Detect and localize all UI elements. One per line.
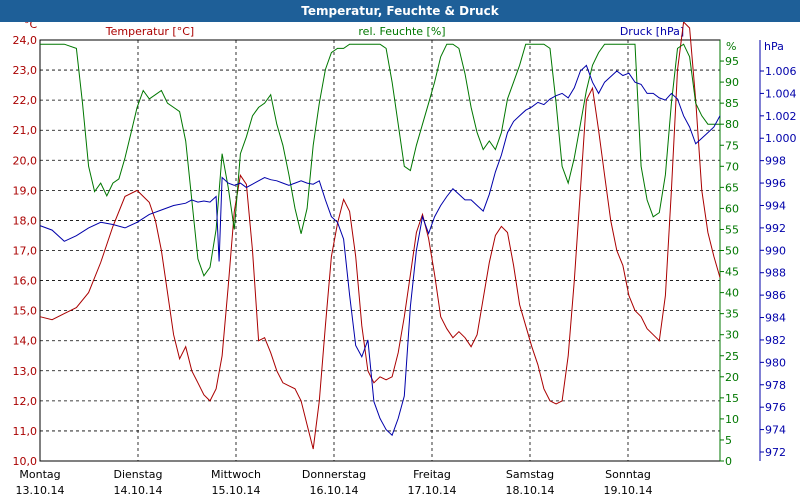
pressure-tick-label: 990 bbox=[765, 244, 786, 257]
series-line-humidity bbox=[40, 43, 720, 277]
legend-label: Temperatur [°C] bbox=[105, 25, 194, 38]
temperature-tick-label: 18,0 bbox=[13, 214, 38, 227]
humidity-tick-label: 55 bbox=[725, 223, 739, 236]
humidity-tick-label: 70 bbox=[725, 160, 739, 173]
day-date-label: 16.10.14 bbox=[310, 484, 359, 497]
temperature-tick-label: 13,0 bbox=[13, 365, 38, 378]
humidity-tick-label: 95 bbox=[725, 55, 739, 68]
humidity-tick-label: 60 bbox=[725, 202, 739, 215]
temperature-tick-label: 16,0 bbox=[13, 275, 38, 288]
temperature-tick-label: 11,0 bbox=[13, 425, 38, 438]
pressure-tick-label: 986 bbox=[765, 289, 786, 302]
pressure-tick-label: 998 bbox=[765, 155, 786, 168]
day-name-label: Montag bbox=[19, 468, 60, 481]
day-name-label: Mittwoch bbox=[211, 468, 261, 481]
pressure-tick-label: 1.004 bbox=[765, 87, 797, 100]
day-date-label: 13.10.14 bbox=[16, 484, 65, 497]
humidity-tick-label: 5 bbox=[725, 434, 732, 447]
humidity-tick-label: 75 bbox=[725, 139, 739, 152]
pressure-tick-label: 1.002 bbox=[765, 110, 797, 123]
pressure-tick-label: 984 bbox=[765, 312, 786, 325]
humidity-axis-unit: % bbox=[726, 40, 736, 53]
humidity-tick-label: 30 bbox=[725, 329, 739, 342]
temperature-tick-label: 24,0 bbox=[13, 34, 38, 47]
humidity-tick-label: 90 bbox=[725, 76, 739, 89]
pressure-axis-unit: hPa bbox=[764, 40, 784, 53]
day-date-label: 14.10.14 bbox=[114, 484, 163, 497]
temperature-axis-unit: °C bbox=[24, 22, 38, 31]
day-name-label: Sonntag bbox=[605, 468, 651, 481]
humidity-tick-label: 20 bbox=[725, 371, 739, 384]
chart-title: Temperatur, Feuchte & Druck bbox=[0, 0, 800, 22]
day-date-label: 18.10.14 bbox=[506, 484, 555, 497]
pressure-tick-label: 1.006 bbox=[765, 65, 797, 78]
pressure-tick-label: 976 bbox=[765, 401, 786, 414]
temperature-tick-label: 19,0 bbox=[13, 184, 38, 197]
temperature-tick-label: 20,0 bbox=[13, 154, 38, 167]
legend-label: Druck [hPa] bbox=[620, 25, 684, 38]
pressure-tick-label: 996 bbox=[765, 177, 786, 190]
temperature-tick-label: 12,0 bbox=[13, 395, 38, 408]
humidity-tick-label: 45 bbox=[725, 266, 739, 279]
temperature-tick-label: 15,0 bbox=[13, 305, 38, 318]
chart-canvas: 24,0 23,0 22,0 21,0 20,0 19,0 18,0 17,0 16,0 15,0… bbox=[13, 22, 797, 497]
day-name-label: Freitag bbox=[413, 468, 451, 481]
pressure-tick-label: 1.000 bbox=[765, 132, 797, 145]
pressure-tick-label: 974 bbox=[765, 424, 786, 437]
temperature-tick-label: 21,0 bbox=[13, 124, 38, 137]
humidity-tick-label: 25 bbox=[725, 350, 739, 363]
humidity-tick-label: 10 bbox=[725, 413, 739, 426]
humidity-tick-label: 85 bbox=[725, 97, 739, 110]
pressure-tick-label: 994 bbox=[765, 199, 786, 212]
series-line-pressure bbox=[39, 64, 721, 437]
pressure-tick-label: 972 bbox=[765, 446, 786, 459]
temperature-tick-label: 22,0 bbox=[13, 94, 38, 107]
pressure-tick-label: 978 bbox=[765, 379, 786, 392]
day-date-label: 15.10.14 bbox=[212, 484, 261, 497]
legend-label: rel. Feuchte [%] bbox=[358, 25, 445, 38]
day-date-label: 19.10.14 bbox=[604, 484, 653, 497]
humidity-tick-label: 15 bbox=[725, 392, 739, 405]
day-name-label: Dienstag bbox=[113, 468, 162, 481]
temperature-tick-label: 17,0 bbox=[13, 245, 38, 258]
humidity-tick-label: 40 bbox=[725, 287, 739, 300]
series-line-temperature bbox=[39, 22, 721, 450]
pressure-tick-label: 992 bbox=[765, 222, 786, 235]
day-name-label: Samstag bbox=[506, 468, 554, 481]
pressure-tick-label: 980 bbox=[765, 356, 786, 369]
day-name-label: Donnerstag bbox=[302, 468, 366, 481]
pressure-tick-label: 982 bbox=[765, 334, 786, 347]
humidity-tick-label: 80 bbox=[725, 118, 739, 131]
temperature-tick-label: 23,0 bbox=[13, 64, 38, 77]
humidity-tick-label: 0 bbox=[725, 455, 732, 468]
pressure-tick-label: 988 bbox=[765, 267, 786, 280]
humidity-tick-label: 50 bbox=[725, 245, 739, 258]
humidity-tick-label: 35 bbox=[725, 308, 739, 321]
day-date-label: 17.10.14 bbox=[408, 484, 457, 497]
humidity-tick-label: 65 bbox=[725, 181, 739, 194]
temperature-tick-label: 14,0 bbox=[13, 335, 38, 348]
temperature-tick-label: 10,0 bbox=[13, 455, 38, 468]
